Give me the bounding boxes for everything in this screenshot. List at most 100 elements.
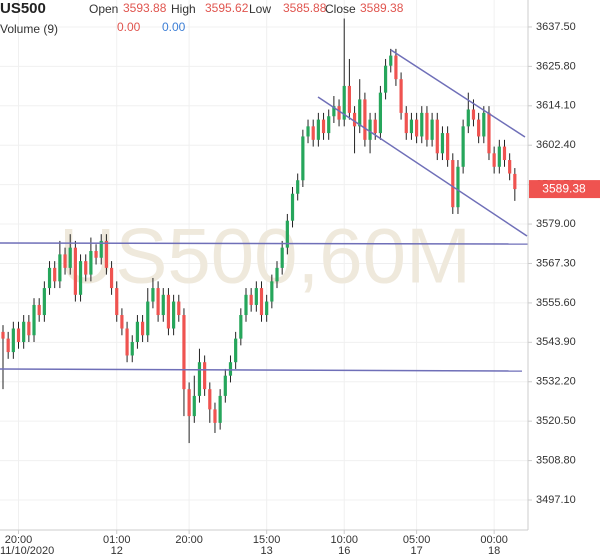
candle-body — [265, 301, 269, 316]
y-tick-label: 3497.10 — [536, 494, 576, 506]
axes: 3637.503625.803614.103602.403590.703579.… — [0, 21, 600, 557]
candle-body — [73, 247, 77, 295]
x-date-label: 12 — [111, 545, 123, 557]
candle-body — [11, 328, 15, 353]
x-tick-label: 01:00 — [103, 534, 131, 546]
candle-body — [440, 133, 445, 154]
candle-body — [430, 119, 434, 140]
y-tick-label: 3579.00 — [536, 218, 576, 230]
candle-body — [275, 267, 279, 282]
candle-body — [223, 375, 227, 396]
candle-body — [394, 55, 398, 80]
x-tick-label: 00:00 — [480, 534, 508, 546]
candle-body — [332, 106, 336, 117]
candle-body — [502, 146, 507, 161]
candle-body — [451, 160, 455, 208]
candle-body — [151, 288, 155, 302]
candle-body — [228, 362, 233, 376]
candle-body — [409, 119, 414, 134]
candle-body — [89, 251, 93, 275]
y-tick-label: 3637.50 — [536, 21, 576, 33]
candle-body — [244, 294, 248, 316]
volume-label: Volume (9) — [0, 22, 58, 36]
candle-body — [115, 288, 119, 316]
candle-body — [311, 126, 315, 140]
ohlc-label: High — [171, 2, 196, 16]
candle-body — [461, 126, 465, 167]
candle-body — [270, 281, 274, 302]
candle-body — [208, 389, 212, 410]
candle-body — [1, 331, 5, 339]
candle-body — [192, 395, 196, 417]
candle-body — [316, 119, 320, 140]
ohlc-label: Open — [89, 2, 118, 16]
candle-body — [47, 267, 52, 289]
candle-body — [156, 288, 160, 316]
candle-body — [218, 395, 222, 423]
candle-body — [492, 153, 496, 167]
candle-body — [259, 288, 264, 316]
candle-body — [37, 304, 41, 316]
candle-body — [130, 341, 134, 356]
candle-body — [213, 409, 217, 423]
candle-body — [415, 119, 419, 137]
candle-body — [140, 321, 145, 336]
candle-body — [22, 321, 26, 342]
candle-body — [42, 288, 46, 316]
ohlc-value: 3595.62 — [205, 1, 249, 15]
candle-body — [508, 160, 512, 174]
candle-body — [146, 301, 150, 336]
candle-body — [94, 251, 98, 258]
candle-body — [120, 315, 124, 329]
candle-body — [161, 294, 165, 316]
candle-body — [254, 288, 258, 305]
candle-body — [187, 389, 191, 417]
candle-body — [471, 109, 476, 120]
ohlc-label: Low — [249, 2, 271, 16]
candles — [1, 18, 517, 444]
candle-body — [389, 55, 393, 66]
candle-body — [27, 321, 31, 336]
y-tick-label: 3520.50 — [536, 415, 576, 427]
candle-body — [166, 294, 171, 329]
candle-body — [373, 119, 377, 134]
candle-body — [84, 261, 88, 275]
ohlc-value: 3589.38 — [360, 1, 404, 15]
candle-body — [32, 304, 36, 336]
trend-line — [0, 242, 529, 245]
x-tick-label: 20:00 — [175, 534, 203, 546]
y-tick-label: 3508.80 — [536, 454, 576, 466]
candle-body — [347, 85, 351, 113]
symbol: US500 — [0, 0, 46, 17]
x-tick-label: 20:00 — [5, 534, 33, 546]
ohlc-label: Close — [325, 2, 356, 16]
volume-value: 0.00 — [117, 20, 141, 34]
x-date-label: 18 — [488, 545, 500, 557]
candle-body — [68, 247, 72, 268]
y-tick-label: 3602.40 — [536, 139, 576, 151]
watermark: US500,60M — [59, 212, 471, 300]
y-tick-label: 3567.30 — [536, 257, 576, 269]
y-tick-label: 3532.20 — [536, 376, 576, 388]
x-date-label: 17 — [410, 545, 422, 557]
y-tick-label: 3625.80 — [536, 60, 576, 72]
x-tick-label: 05:00 — [403, 534, 431, 546]
x-tick-label: 15:00 — [253, 534, 281, 546]
candle-body — [135, 321, 140, 342]
candle-body — [321, 119, 326, 134]
candle-body — [109, 267, 114, 289]
candle-body — [342, 85, 346, 120]
candle-body — [435, 119, 439, 154]
candle-body — [301, 136, 305, 181]
candle-body — [363, 99, 367, 140]
candle-body — [280, 247, 284, 268]
y-tick-label: 3555.60 — [536, 297, 576, 309]
candle-body — [182, 315, 186, 390]
candle-body — [197, 362, 202, 396]
candle-body — [104, 240, 108, 268]
candle-body — [456, 166, 460, 208]
candle-body — [6, 338, 10, 353]
candle-body — [203, 362, 207, 390]
candle-body — [358, 99, 362, 127]
